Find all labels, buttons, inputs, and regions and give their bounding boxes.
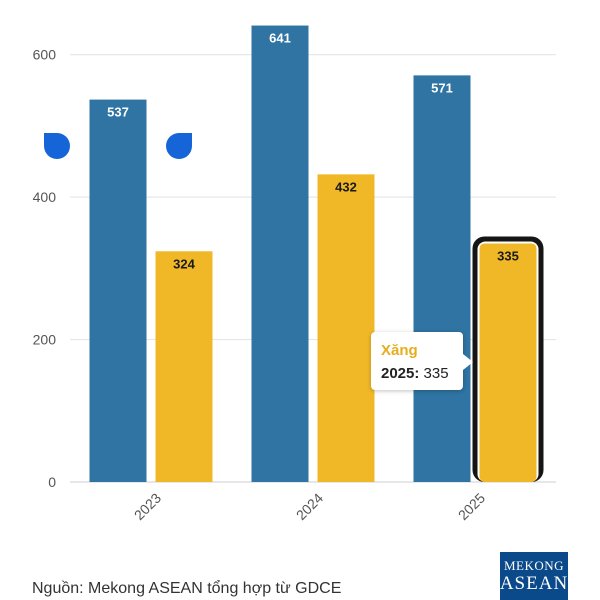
logo-line-1: MEKONG — [503, 558, 565, 573]
x-tick-label: 2025 — [455, 490, 488, 523]
y-tick-label: 600 — [33, 47, 57, 63]
y-tick-label: 200 — [33, 332, 57, 348]
data-label: 324 — [173, 256, 195, 271]
y-tick-label: 400 — [33, 189, 57, 205]
bar — [317, 174, 375, 482]
data-label: 335 — [497, 248, 519, 263]
tooltip-value-line: 2025: 335 — [381, 365, 449, 382]
tooltip-value: 335 — [423, 365, 449, 382]
drop-icon — [166, 133, 192, 159]
y-tick-label: 0 — [48, 474, 56, 490]
bar — [155, 251, 213, 482]
data-label: 571 — [431, 80, 453, 95]
source-note: Nguồn: Mekong ASEAN tổng hợp từ GDCE — [32, 580, 342, 597]
tooltip: Xăng 2025: 335 — [371, 332, 463, 390]
data-label: 537 — [107, 105, 129, 120]
bar — [89, 99, 147, 482]
logo-line-2: ASEAN — [499, 573, 569, 594]
tooltip-series-name: Xăng — [381, 342, 418, 359]
bar — [413, 75, 471, 482]
drop-icon — [44, 133, 70, 159]
data-label: 432 — [335, 179, 357, 194]
tooltip-arrow — [463, 354, 473, 370]
brand-logo[interactable]: MEKONG ASEAN — [500, 552, 568, 600]
data-label: 641 — [269, 31, 291, 46]
x-tick-label: 2023 — [131, 490, 164, 523]
bar — [251, 25, 309, 482]
bar — [479, 243, 537, 482]
tooltip-category: 2025 — [381, 365, 415, 382]
x-tick-label: 2024 — [293, 490, 326, 523]
